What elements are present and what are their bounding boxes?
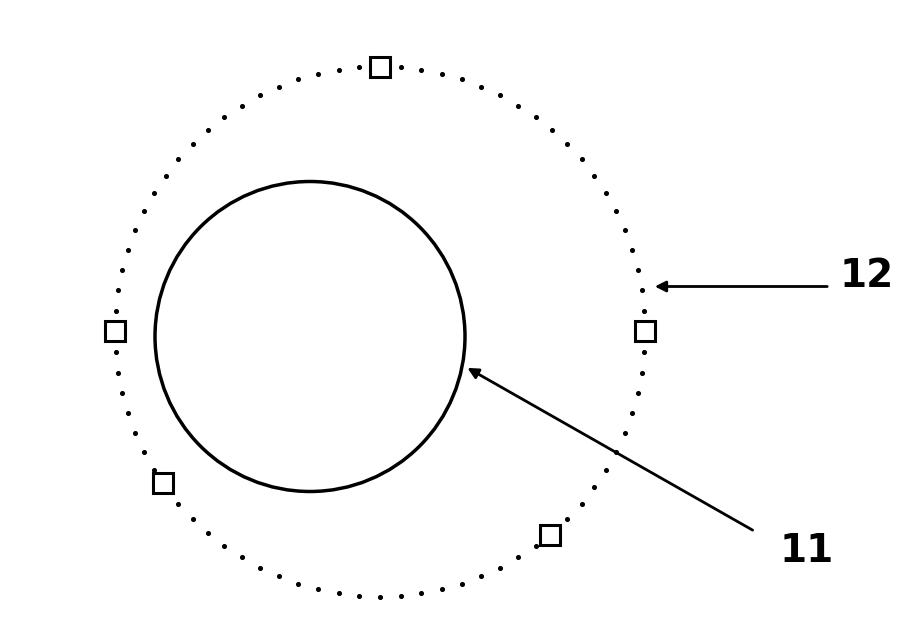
Circle shape [155,181,465,491]
Point [128,428,143,438]
Point [171,154,186,165]
Point [136,447,151,457]
Point [637,305,652,316]
Point [234,100,249,111]
Point [128,225,143,235]
Point [252,90,267,100]
Point [545,528,559,538]
Text: 12: 12 [840,257,894,296]
Bar [635,322,655,341]
Point [186,139,200,149]
Bar [540,525,560,545]
Point [200,125,215,135]
Point [631,388,645,399]
Point [115,264,130,275]
Point [609,447,623,457]
Point [528,541,543,551]
Point [252,563,267,573]
Point [186,514,200,524]
Point [171,498,186,509]
Text: 11: 11 [780,532,834,570]
Point [111,285,125,295]
Point [631,264,645,275]
Point [331,64,345,75]
Point [121,408,135,419]
Point [271,82,286,92]
Point [271,571,286,581]
Point [609,206,623,216]
Point [511,552,526,563]
Point [434,584,449,594]
Point [394,590,409,601]
Point [311,584,325,594]
Point [493,563,507,573]
Point [234,552,249,563]
Point [587,482,601,493]
Point [121,244,135,255]
Point [414,588,429,599]
Point [373,592,388,602]
Point [217,112,231,122]
Point [115,388,130,399]
Point [217,541,231,551]
Point [158,170,173,181]
Point [474,571,489,581]
Point [454,579,469,589]
Point [599,465,613,475]
Point [599,188,613,198]
Point [394,62,409,73]
Point [373,61,388,71]
Point [634,368,649,378]
Point [637,347,652,358]
Point [624,244,639,255]
Point [493,90,507,100]
Point [291,579,305,589]
Point [111,368,125,378]
Point [545,125,559,135]
Point [454,75,469,85]
Point [414,64,429,75]
Point [474,82,489,92]
Point [311,69,325,79]
Bar [370,57,390,77]
Point [136,206,151,216]
Point [560,139,575,149]
Point [147,465,162,475]
Point [158,482,173,493]
Bar [153,473,173,493]
Bar [105,322,125,341]
Point [624,408,639,419]
Point [528,112,543,122]
Point [200,528,215,538]
Point [108,327,122,337]
Point [434,69,449,79]
Point [574,154,589,165]
Point [560,514,575,524]
Point [511,100,526,111]
Point [574,498,589,509]
Point [587,170,601,181]
Point [634,285,649,295]
Point [618,225,632,235]
Point [147,188,162,198]
Point [109,305,123,316]
Point [109,347,123,358]
Point [352,62,367,73]
Point [638,327,653,337]
Point [352,590,367,601]
Point [618,428,632,438]
Point [331,588,345,599]
Point [291,75,305,85]
